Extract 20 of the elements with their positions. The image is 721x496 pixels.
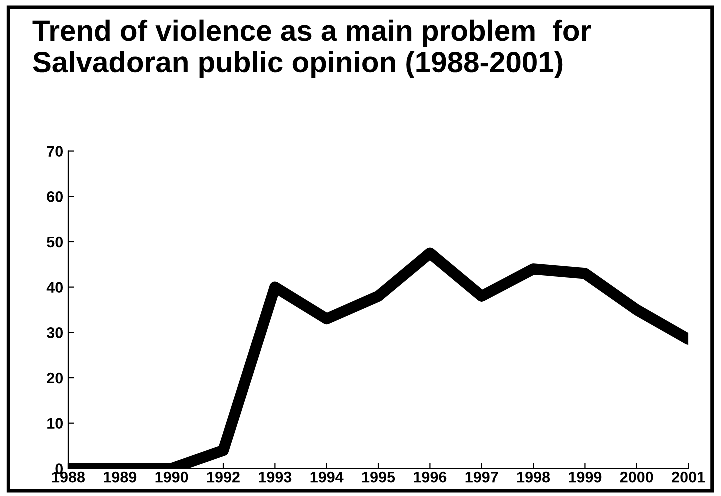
- x-tick-label: 1994: [310, 472, 344, 483]
- x-tick-label: 2000: [620, 472, 654, 483]
- x-tick-label: 1993: [259, 472, 292, 483]
- y-tick-label: 30: [46, 328, 64, 338]
- x-tick-label: 1992: [207, 472, 240, 483]
- x-tick-label: 1995: [362, 472, 396, 483]
- x-tick-label: 1996: [414, 472, 447, 483]
- chart-title: Trend of violence as a main problem for Salvadoran public opinion (1988-2001): [32, 20, 592, 78]
- x-tick-label: 1989: [104, 472, 137, 483]
- y-tick-label: 40: [46, 282, 64, 294]
- y-tick-label: 10: [48, 418, 64, 430]
- y-tick-label: 70: [47, 146, 64, 157]
- y-tick-label: 20: [47, 372, 64, 384]
- x-tick-label: 1999: [569, 472, 602, 483]
- y-tick-label: 60: [47, 191, 64, 202]
- x-tick-label: 1998: [518, 472, 550, 483]
- y-tick-label: 50: [47, 236, 64, 248]
- x-tick-label: 2001: [672, 472, 706, 483]
- x-tick-label: 1997: [466, 472, 498, 483]
- x-tick-label: 1990: [156, 472, 188, 483]
